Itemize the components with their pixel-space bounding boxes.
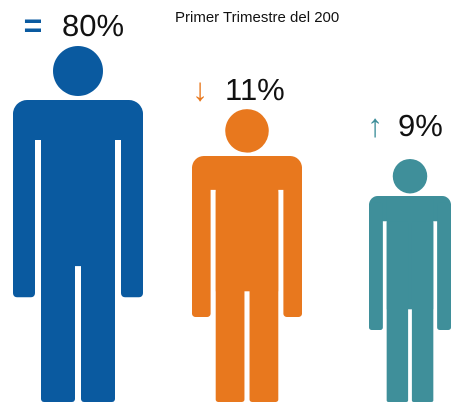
head [392,158,428,194]
title: Primer Trimestre del 200 [175,9,339,26]
arm [283,164,302,317]
trend-indicator: ↑ [367,107,383,143]
leg [411,221,434,402]
arm [369,202,383,331]
head [53,46,103,96]
percentage-label: 80% [62,8,124,43]
leg [249,189,279,402]
person-figure [369,158,451,402]
trend-indicator: = [24,7,43,43]
percentage-label: 11% [225,72,285,107]
arm [437,202,451,331]
arm [13,110,35,298]
arm [121,110,143,298]
arm [192,164,211,317]
leg [41,140,75,402]
leg [81,140,115,402]
person-figure [192,109,302,402]
head [225,109,269,153]
person-figure [13,46,143,402]
percentage-label: 9% [398,108,443,143]
leg [215,189,245,402]
trend-indicator: ↓ [192,71,208,107]
leg [386,221,409,402]
